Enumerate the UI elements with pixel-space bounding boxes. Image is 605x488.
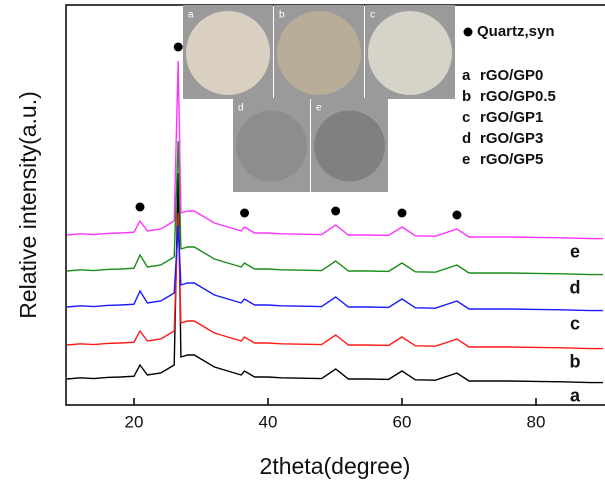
peak-marker <box>452 211 461 220</box>
legend-label: rGO/GP1 <box>480 109 543 126</box>
legend-label: rGO/GP0.5 <box>480 88 556 105</box>
series-end-label: a <box>570 385 581 405</box>
legend-marker <box>464 28 473 37</box>
photo-label: d <box>238 103 244 114</box>
legend-title: Quartz,syn <box>477 23 555 40</box>
peak-marker <box>174 43 183 52</box>
data-line <box>67 173 603 383</box>
series-end-label: c <box>570 313 580 333</box>
legend-label: rGO/GP3 <box>480 130 543 147</box>
x-tick-label: 40 <box>259 412 278 431</box>
legend-key: e <box>462 151 470 168</box>
data-line <box>67 213 603 349</box>
legend-key: b <box>462 88 471 105</box>
series-end-label: b <box>570 351 581 371</box>
photo-label: b <box>279 10 285 21</box>
x-tick-label: 80 <box>527 412 546 431</box>
peak-marker <box>136 203 145 212</box>
x-tick-label: 60 <box>393 412 412 431</box>
photo-inset: a b c d e <box>183 5 455 192</box>
photo-label: c <box>370 10 375 21</box>
legend-label: rGO/GP0 <box>480 67 543 84</box>
y-axis-title: Relative intensity(a.u.) <box>15 91 41 319</box>
peak-marker <box>240 209 249 218</box>
legend-key: d <box>462 130 471 147</box>
photo-label: e <box>316 103 322 114</box>
photo-sample <box>277 11 361 95</box>
x-axis-title: 2theta(degree) <box>260 453 411 479</box>
chart: 2theta(degree) Relative intensity(a.u.) … <box>0 0 605 488</box>
legend-label: rGO/GP5 <box>480 151 543 168</box>
photo-sample <box>314 111 385 182</box>
series-end-label: e <box>570 241 580 261</box>
photo-sample <box>368 11 452 95</box>
x-tick-label: 20 <box>125 412 144 431</box>
photo-label: a <box>188 10 194 21</box>
series-end-label: d <box>570 277 581 297</box>
legend-key: a <box>462 67 471 84</box>
photo-sample <box>236 111 307 182</box>
peak-marker <box>398 209 407 218</box>
photo-sample <box>186 11 270 95</box>
legend-key: c <box>462 109 470 126</box>
peak-marker <box>331 207 340 216</box>
